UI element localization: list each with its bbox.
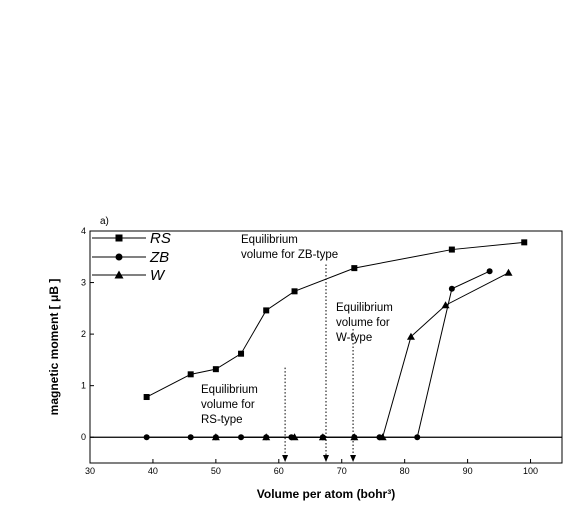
guide-lines — [282, 264, 357, 462]
series-line-w — [215, 272, 509, 438]
x-tick-label: 60 — [274, 466, 284, 476]
data-point-zb — [414, 434, 421, 441]
annotation-rs-line-2: volume for — [201, 399, 255, 411]
data-point-rs — [143, 394, 150, 401]
data-point-zb — [448, 285, 455, 292]
data-point-w — [441, 301, 450, 309]
x-tick-label: 50 — [211, 466, 221, 476]
data-point-w — [378, 433, 387, 441]
data-point-w — [406, 332, 415, 340]
x-axis-title: Volume per atom (bohr³) — [257, 487, 395, 501]
x-tick-label: 30 — [85, 466, 95, 476]
data-point-rs — [521, 239, 528, 246]
data-point-w — [350, 433, 359, 441]
data-point-w — [262, 433, 271, 441]
annotation-w-line-1: Equilibrium — [336, 302, 393, 314]
annotation-zb-line-1: Equilibrium — [241, 234, 298, 246]
y-tick-label: 3 — [81, 278, 86, 288]
ticks: 30 40 50 60 70 80 90 100 0 1 2 3 4 — [81, 226, 538, 476]
y-axis-title: magnetic moment [ μB ] — [47, 279, 61, 416]
x-tick-label: 70 — [337, 466, 347, 476]
series-line-zb — [146, 270, 490, 438]
legend-marker-zb — [115, 253, 123, 261]
y-tick-label: 2 — [81, 329, 86, 339]
data-point-rs — [291, 288, 298, 295]
annotation-rs-line-3: RS-type — [201, 414, 243, 426]
data-point-zb — [187, 434, 194, 441]
series-group — [143, 239, 528, 441]
data-point-rs — [238, 350, 245, 357]
legend: RS ZB W — [92, 230, 171, 284]
data-point-zb — [143, 434, 150, 441]
data-point-rs — [187, 371, 194, 378]
data-point-w — [211, 433, 220, 441]
plot-frame — [89, 230, 563, 464]
data-point-rs — [263, 307, 270, 314]
panel-label: a) — [100, 216, 109, 227]
y-tick-label: 4 — [81, 226, 86, 236]
x-tick-label: 100 — [523, 466, 538, 476]
legend-marker-w — [114, 270, 124, 279]
equilibrium-arrow — [323, 455, 329, 462]
data-point-w — [290, 433, 299, 441]
legend-label-w: W — [150, 267, 166, 284]
data-point-rs — [351, 265, 358, 272]
annotation-rs-line-1: Equilibrium — [201, 384, 258, 396]
equilibrium-arrow — [282, 455, 289, 462]
data-point-w — [318, 433, 327, 441]
x-tick-label: 40 — [148, 466, 158, 476]
y-tick-label: 0 — [81, 432, 86, 442]
equilibrium-arrow — [350, 455, 357, 462]
y-tick-label: 1 — [81, 381, 86, 391]
x-tick-label: 80 — [400, 466, 410, 476]
data-point-w — [504, 268, 513, 276]
legend-label-zb: ZB — [149, 249, 169, 266]
data-point-rs — [212, 366, 219, 373]
data-point-rs — [448, 246, 455, 253]
data-point-zb — [486, 268, 493, 275]
legend-marker-rs — [115, 234, 123, 242]
x-tick-label: 90 — [463, 466, 473, 476]
legend-label-rs: RS — [150, 230, 171, 247]
annotation-zb-line-2: volume for ZB-type — [241, 249, 338, 261]
annotation-w-line-2: volume for — [336, 317, 390, 329]
annotation-w-line-3: W-type — [336, 332, 372, 344]
